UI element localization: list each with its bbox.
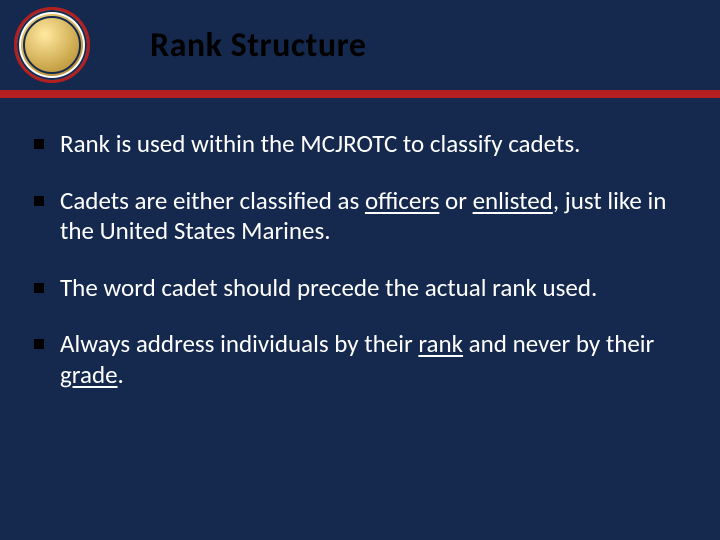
underlined-term: rank bbox=[418, 328, 463, 359]
list-item: Rank is used within the MCJROTC to class… bbox=[30, 129, 690, 160]
text-part: Cadets are either classified as bbox=[60, 185, 365, 216]
underlined-term: grade bbox=[60, 359, 118, 390]
list-item: The word cadet should precede the actual… bbox=[30, 273, 690, 304]
slide: Rank Structure Rank is used within the M… bbox=[0, 0, 720, 540]
text-part: The word cadet should precede the actual… bbox=[60, 272, 597, 303]
bullet-list: Rank is used within the MCJROTC to class… bbox=[30, 129, 690, 390]
page-title: Rank Structure bbox=[150, 25, 366, 66]
text-part: and never by their bbox=[463, 328, 654, 359]
header: Rank Structure bbox=[0, 0, 720, 90]
text-part: . bbox=[118, 359, 124, 390]
body: Rank is used within the MCJROTC to class… bbox=[0, 101, 720, 540]
list-item: Cadets are either classified as officers… bbox=[30, 186, 690, 247]
underlined-term: officers bbox=[365, 185, 439, 216]
text-part: Always address individuals by their bbox=[60, 328, 418, 359]
text-part: Rank is used within the MCJROTC to class… bbox=[60, 128, 580, 159]
text-part: or bbox=[439, 185, 472, 216]
emblem-icon bbox=[14, 7, 90, 83]
underlined-term: enlisted bbox=[473, 185, 553, 216]
red-divider bbox=[0, 90, 720, 98]
list-item: Always address individuals by their rank… bbox=[30, 329, 690, 390]
